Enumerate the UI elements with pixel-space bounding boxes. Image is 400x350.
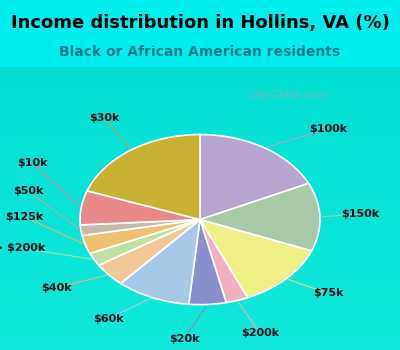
Wedge shape (80, 191, 200, 225)
Wedge shape (200, 183, 320, 251)
Wedge shape (200, 134, 308, 219)
Text: $125k: $125k (5, 212, 43, 222)
Text: $40k: $40k (41, 283, 71, 293)
Text: $200k: $200k (241, 328, 279, 338)
Text: $20k: $20k (169, 334, 199, 344)
Wedge shape (200, 219, 248, 303)
Wedge shape (80, 219, 200, 236)
Wedge shape (200, 219, 312, 298)
Text: > $200k: > $200k (0, 243, 46, 253)
Text: $10k: $10k (17, 158, 47, 168)
Wedge shape (189, 219, 226, 304)
Wedge shape (90, 219, 200, 265)
Text: $75k: $75k (313, 288, 343, 298)
Wedge shape (82, 219, 200, 253)
Wedge shape (87, 134, 200, 219)
Text: $60k: $60k (93, 314, 123, 324)
Wedge shape (121, 219, 200, 304)
Text: $100k: $100k (309, 124, 347, 134)
Wedge shape (99, 219, 200, 284)
Text: City-Data.com: City-Data.com (248, 90, 328, 100)
Text: Income distribution in Hollins, VA (%): Income distribution in Hollins, VA (%) (10, 14, 390, 32)
Text: $30k: $30k (89, 113, 119, 122)
Text: $150k: $150k (341, 209, 379, 219)
Text: $50k: $50k (13, 186, 43, 196)
Text: Black or African American residents: Black or African American residents (60, 46, 340, 60)
